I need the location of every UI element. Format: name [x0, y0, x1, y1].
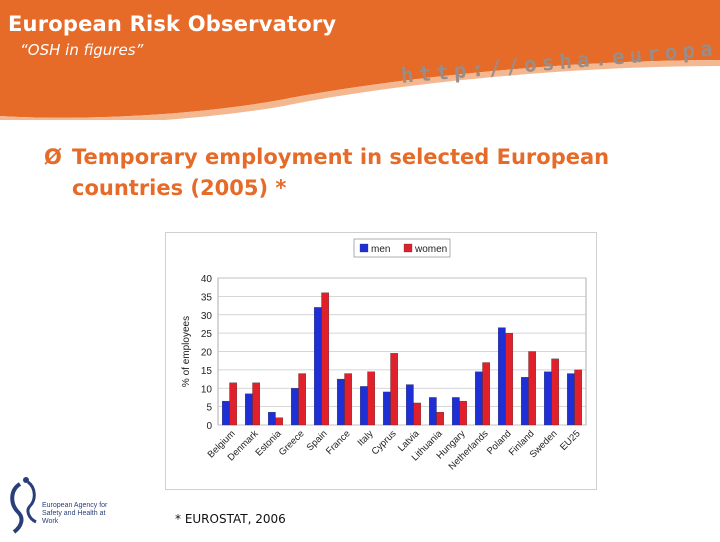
bar-women — [436, 411, 445, 426]
legend-label: women — [414, 244, 447, 255]
bar-men — [313, 307, 322, 426]
legend-swatch — [403, 243, 413, 253]
y-tick-label: 0 — [206, 421, 212, 432]
y-tick-label: 25 — [201, 329, 213, 340]
y-tick-label: 20 — [201, 348, 213, 359]
eu-osha-logo — [6, 474, 116, 538]
x-tick-label: Cyprus — [370, 428, 399, 457]
bar-men — [543, 371, 552, 426]
bar-women — [229, 382, 238, 426]
bar-women — [390, 353, 399, 426]
x-tick-label: Greece — [277, 428, 307, 458]
bar-women — [275, 417, 284, 426]
legend-box — [353, 238, 451, 258]
source-note: * EUROSTAT, 2006 — [175, 512, 286, 526]
bar-men — [497, 327, 506, 426]
header-swoosh — [0, 0, 720, 120]
bar-men — [566, 373, 575, 426]
x-tick-label: EU25 — [558, 428, 583, 453]
y-tick-label: 35 — [201, 292, 213, 303]
bar-women — [551, 358, 560, 426]
bar-men — [244, 393, 253, 426]
x-tick-label: France — [324, 428, 353, 457]
y-tick-label: 30 — [201, 311, 213, 322]
site-subtitle: “OSH in figures” — [20, 41, 144, 59]
bar-women — [505, 332, 514, 426]
site-title: European Risk Observatory — [8, 12, 337, 36]
bar-women — [528, 351, 537, 426]
bar-men — [221, 400, 230, 426]
bar-women — [321, 292, 330, 426]
bar-women — [344, 373, 353, 426]
bar-women — [459, 400, 468, 426]
logo-text: European Agency for Safety and Health at… — [42, 502, 108, 525]
bar-women — [413, 402, 422, 426]
bar-men — [520, 377, 529, 426]
logo-mark-icon — [10, 477, 37, 534]
heading-text: Temporary employment in selected Europea… — [72, 145, 610, 200]
bar-men — [336, 378, 345, 426]
bar-men — [405, 384, 414, 426]
legend-label: men — [371, 244, 390, 255]
legend-swatch — [359, 243, 369, 253]
y-tick-label: 40 — [201, 274, 213, 285]
bar-men — [474, 371, 483, 426]
y-tick-label: 10 — [201, 384, 213, 395]
bar-men — [267, 411, 276, 426]
bar-women — [252, 382, 261, 426]
y-tick-label: 15 — [201, 366, 213, 377]
y-tick-label: 5 — [206, 403, 212, 414]
bar-men — [290, 388, 299, 426]
header-banner: European Risk Observatory “OSH in figure… — [0, 0, 720, 120]
bar-men — [451, 397, 460, 426]
arrow-bullet-icon: Ø — [44, 145, 62, 169]
y-axis-label: % of employees — [181, 316, 192, 387]
bar-women — [574, 369, 583, 426]
bar-women — [482, 362, 491, 426]
slide-heading: Ø Temporary employment in selected Europ… — [44, 142, 704, 204]
bar-men — [359, 386, 368, 426]
bar-men — [428, 397, 437, 426]
bar-men — [382, 391, 391, 426]
bar-chart: 0 5 10 15 20 25 30 35 40% of employees Belgium Den… — [165, 232, 597, 490]
bar-women — [298, 373, 307, 426]
bar-women — [367, 371, 376, 426]
